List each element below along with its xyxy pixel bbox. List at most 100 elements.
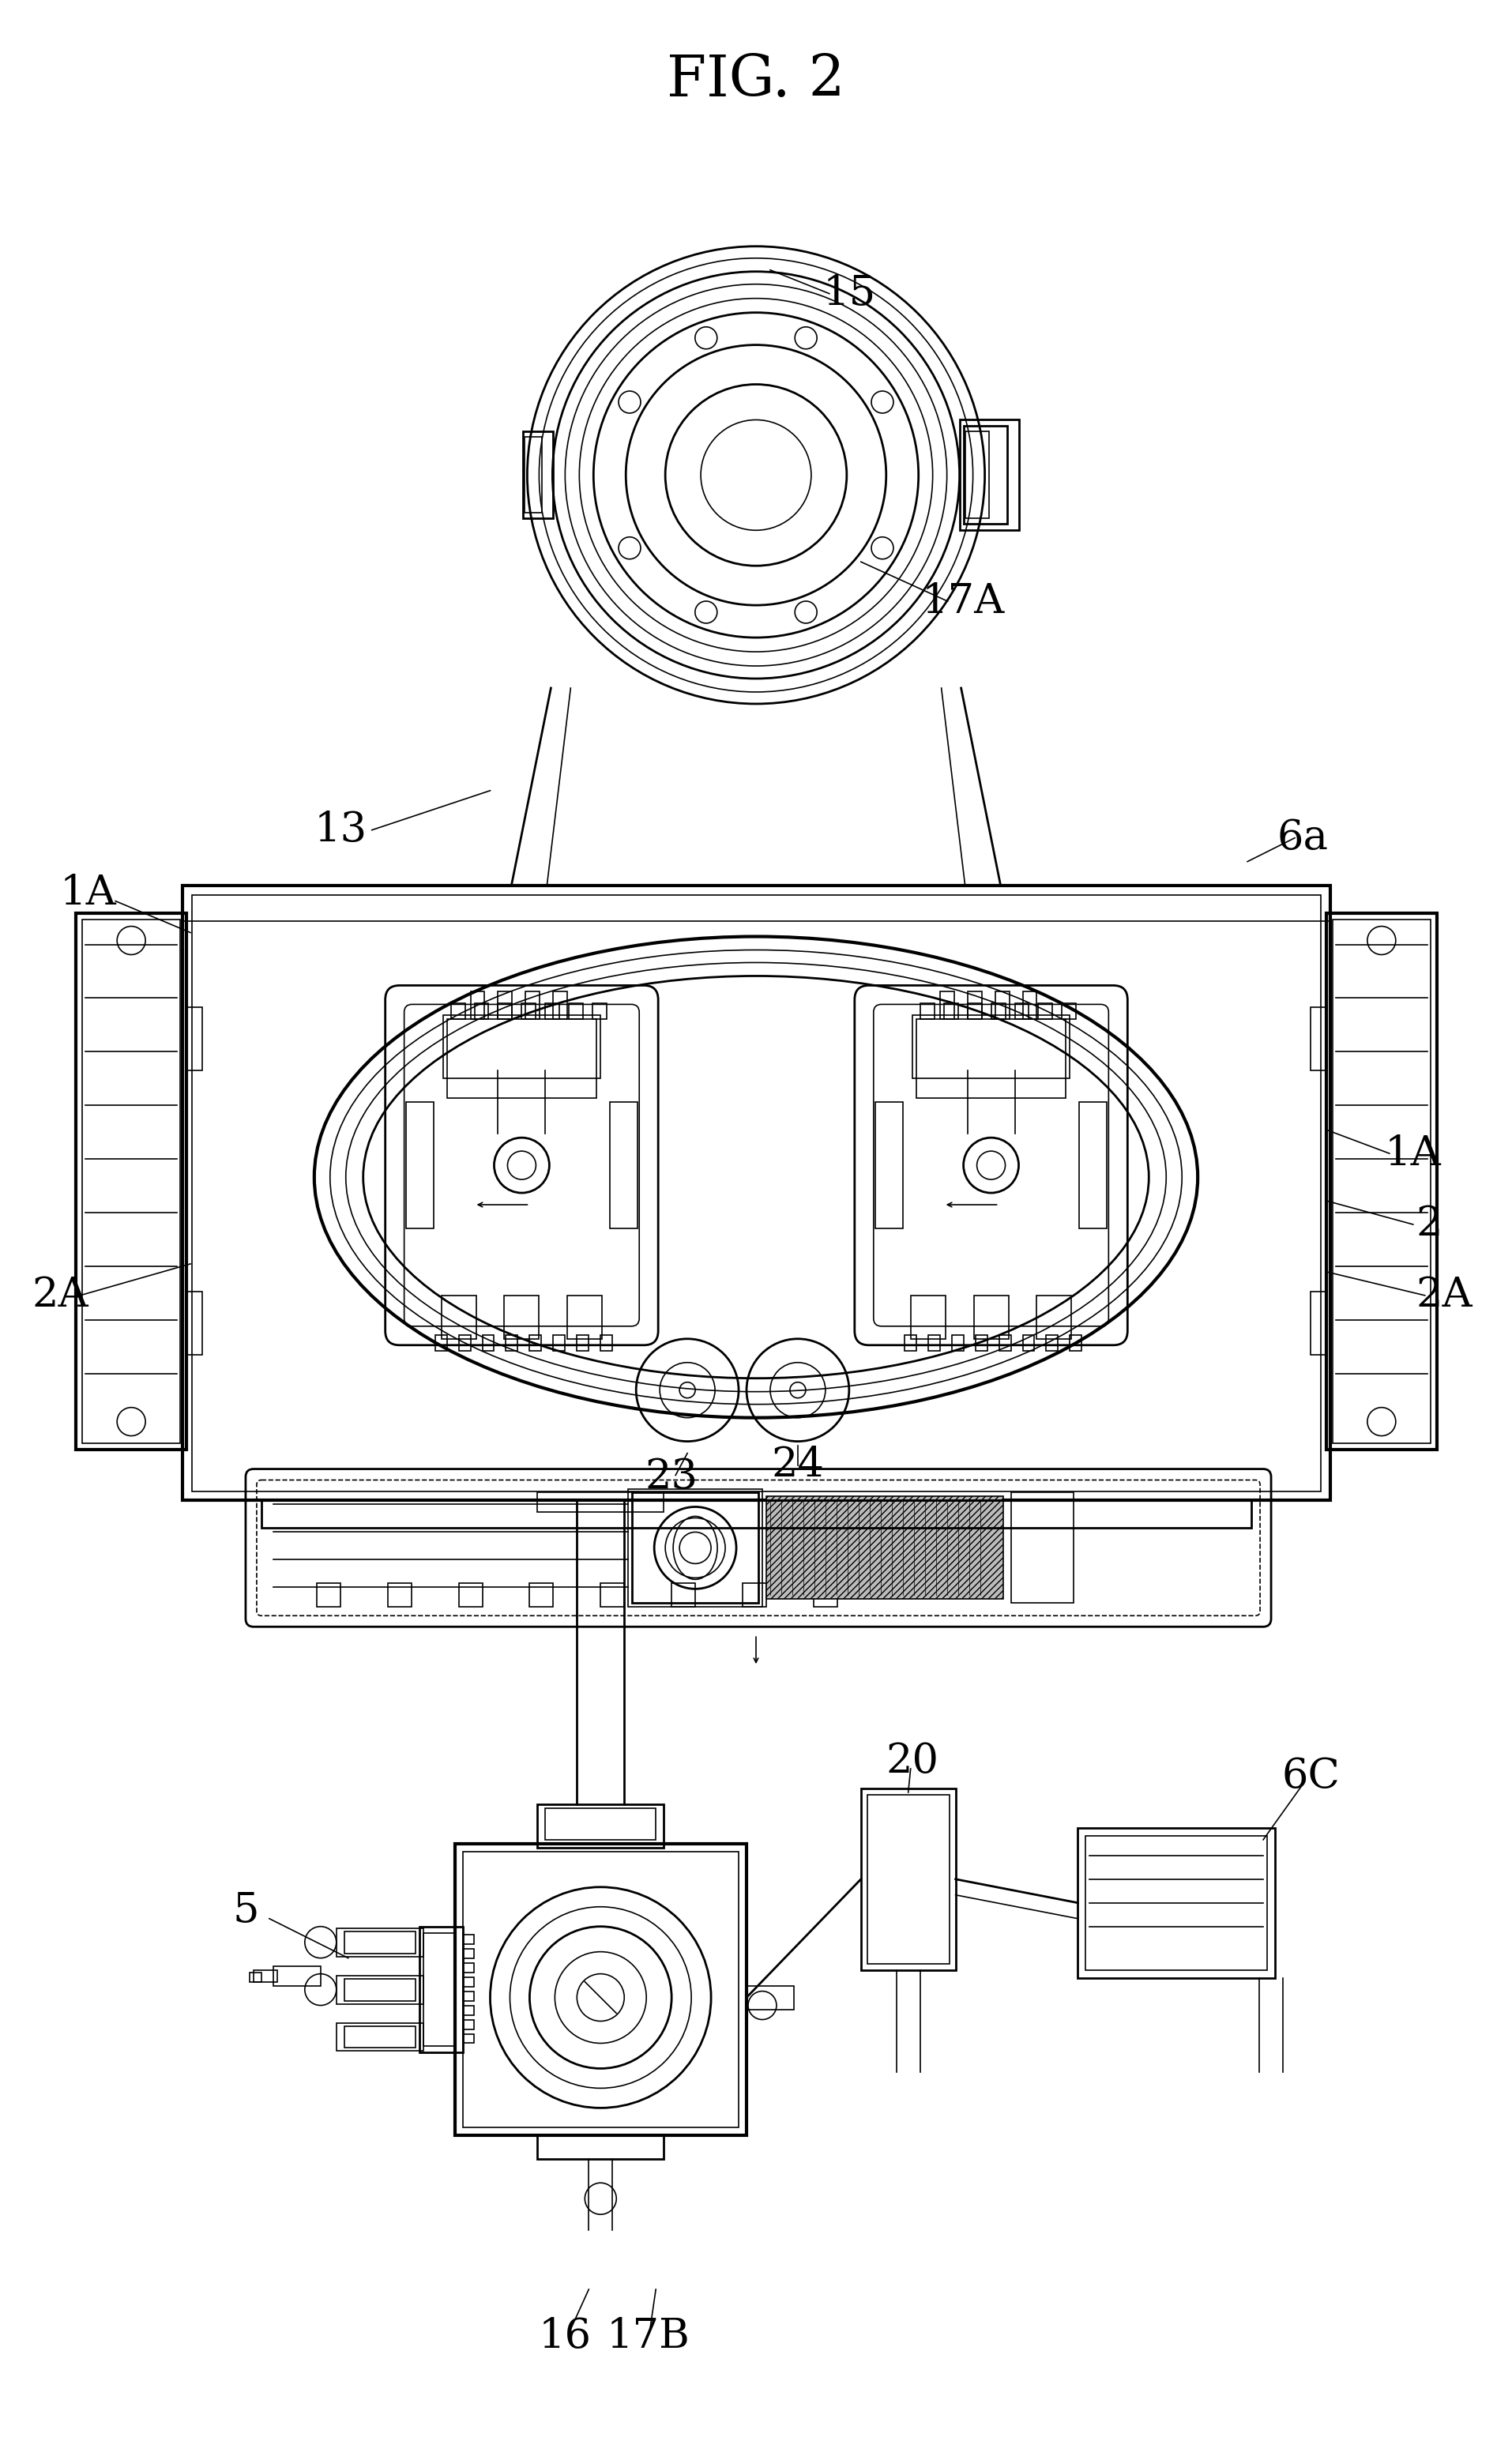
Bar: [186, 1291, 203, 1355]
Text: 15: 15: [823, 273, 875, 315]
Bar: [767, 1496, 1002, 1599]
Bar: [627, 1489, 762, 1606]
Bar: [463, 1933, 473, 1943]
Bar: [336, 1928, 423, 1958]
Bar: [943, 1003, 957, 1020]
Bar: [919, 1003, 934, 1020]
Bar: [463, 1992, 473, 2002]
Bar: [463, 2007, 473, 2014]
Bar: [1010, 1491, 1074, 1604]
Bar: [76, 913, 186, 1450]
Bar: [405, 1103, 432, 1228]
Bar: [951, 1335, 963, 1350]
Bar: [1326, 913, 1436, 1450]
Bar: [975, 1335, 987, 1350]
Bar: [254, 1970, 277, 1982]
Bar: [874, 1103, 903, 1228]
Bar: [1061, 1003, 1075, 1020]
Text: 2A: 2A: [1415, 1274, 1473, 1316]
Bar: [435, 1335, 446, 1350]
Bar: [274, 1965, 321, 1985]
Bar: [959, 420, 1018, 530]
Bar: [82, 920, 180, 1443]
Bar: [1309, 1291, 1326, 1355]
Bar: [910, 1296, 945, 1338]
Bar: [546, 1809, 656, 1841]
Bar: [262, 1501, 1250, 1528]
Bar: [463, 2033, 473, 2043]
Text: 1A: 1A: [1383, 1133, 1441, 1174]
Bar: [186, 1008, 203, 1072]
Text: 24: 24: [771, 1445, 824, 1484]
Text: 17B: 17B: [606, 2317, 689, 2358]
Bar: [998, 1335, 1010, 1350]
Bar: [600, 1584, 624, 1606]
Text: 6C: 6C: [1281, 1758, 1340, 1797]
Bar: [475, 1003, 488, 1020]
Bar: [966, 1003, 981, 1020]
Bar: [336, 1975, 423, 2004]
Bar: [419, 1926, 463, 2053]
Bar: [1036, 1296, 1070, 1338]
Bar: [470, 991, 484, 1020]
Bar: [904, 1335, 916, 1350]
Bar: [537, 1804, 664, 1848]
Bar: [497, 991, 513, 1020]
Bar: [912, 1015, 1069, 1079]
Bar: [576, 1335, 588, 1350]
Bar: [345, 2026, 414, 2048]
Bar: [192, 896, 1320, 1491]
Text: 2A: 2A: [32, 1274, 89, 1316]
Bar: [463, 1948, 473, 1958]
Bar: [1037, 1003, 1052, 1020]
Bar: [463, 1853, 738, 2129]
Bar: [522, 1003, 535, 1020]
Text: 16: 16: [538, 2317, 591, 2358]
Bar: [458, 1584, 482, 1606]
Bar: [183, 886, 1329, 920]
Bar: [745, 1985, 794, 2009]
Bar: [600, 1335, 612, 1350]
Bar: [503, 1296, 538, 1338]
Bar: [249, 1972, 262, 1982]
Bar: [529, 1335, 541, 1350]
Bar: [505, 1335, 517, 1350]
Text: 23: 23: [644, 1457, 697, 1496]
Bar: [742, 1584, 767, 1606]
Bar: [546, 1003, 559, 1020]
Bar: [860, 1789, 956, 1970]
Bar: [1069, 1335, 1081, 1350]
Bar: [387, 1584, 411, 1606]
Bar: [995, 991, 1009, 1020]
Text: FIG. 2: FIG. 2: [667, 54, 845, 107]
Bar: [455, 1843, 745, 2136]
Bar: [451, 1003, 464, 1020]
Bar: [553, 991, 567, 1020]
Bar: [443, 1015, 600, 1079]
Bar: [963, 427, 1007, 525]
Bar: [813, 1584, 836, 1606]
Bar: [1022, 991, 1036, 1020]
Bar: [1077, 1828, 1275, 1977]
Bar: [553, 1335, 565, 1350]
Bar: [567, 1296, 602, 1338]
Bar: [569, 1003, 584, 1020]
Bar: [671, 1584, 696, 1606]
Bar: [537, 2136, 664, 2160]
Bar: [525, 437, 541, 513]
Bar: [316, 1584, 340, 1606]
Bar: [525, 991, 540, 1020]
Bar: [1015, 1003, 1028, 1020]
Bar: [463, 2019, 473, 2028]
Bar: [965, 432, 989, 517]
Bar: [423, 1933, 455, 2046]
Bar: [446, 1020, 596, 1098]
Bar: [927, 1335, 939, 1350]
Bar: [458, 1335, 470, 1350]
Bar: [463, 1977, 473, 1987]
Bar: [939, 991, 954, 1020]
Text: 20: 20: [885, 1740, 937, 1782]
Bar: [529, 1584, 553, 1606]
Bar: [1332, 920, 1430, 1443]
Bar: [1309, 1008, 1326, 1072]
